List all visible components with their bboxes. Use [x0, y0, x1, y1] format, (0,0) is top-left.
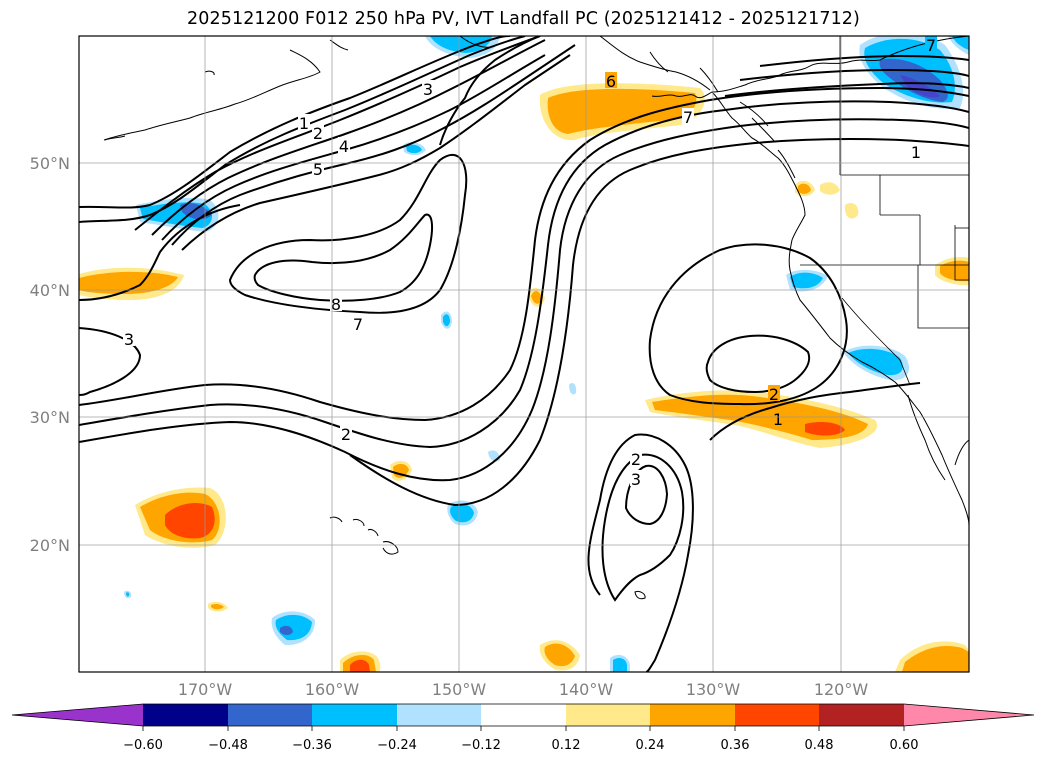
contour-label-4: 4 — [339, 137, 349, 156]
contour-label-7b: 7 — [353, 315, 363, 334]
contour-label-7c: 7 — [926, 36, 936, 55]
contour-label-2d: 2 — [631, 450, 641, 469]
colorbar-tick: −0.48 — [208, 738, 248, 753]
pc-shading — [79, 36, 969, 672]
colorbar-bin — [481, 704, 566, 726]
pv-contours — [79, 36, 969, 672]
colorbar-tick: −0.24 — [377, 738, 417, 753]
contour-label-1a: 1 — [299, 114, 309, 133]
lon-label-160w: 160°W — [305, 680, 360, 699]
contour-label-6: 6 — [606, 72, 616, 91]
borders — [800, 36, 969, 386]
lat-label-30n: 30°N — [30, 408, 70, 427]
lon-label-170w: 170°W — [178, 680, 233, 699]
lat-label-40n: 40°N — [30, 281, 70, 300]
coastlines — [103, 36, 969, 600]
lon-label-120w: 120°W — [814, 680, 869, 699]
contour-label-2b: 2 — [341, 425, 351, 444]
colorbar-bin — [650, 704, 735, 726]
colorbar-tick: 0.24 — [636, 738, 665, 753]
colorbar-tick: 0.36 — [721, 738, 750, 753]
map-title: 2025121200 F012 250 hPa PV, IVT Landfall… — [187, 9, 860, 29]
colorbar-extend-high — [904, 704, 1034, 726]
contour-label-8: 8 — [331, 295, 341, 314]
lon-label-150w: 150°W — [432, 680, 487, 699]
positive-shading — [79, 83, 969, 672]
contour-label-1c: 1 — [911, 143, 921, 162]
colorbar-bin — [397, 704, 481, 726]
colorbar-bin — [566, 704, 650, 726]
map-frame — [78, 35, 970, 673]
colorbar-tick: −0.12 — [461, 738, 501, 753]
contour-label-2a: 2 — [313, 124, 323, 143]
contour-label-3b: 3 — [124, 330, 134, 349]
gridlines — [79, 36, 969, 672]
colorbar-tick: −0.60 — [123, 738, 163, 753]
colorbar-tick: 0.60 — [890, 738, 919, 753]
colorbar: −0.60 −0.48 −0.36 −0.24 −0.12 0.12 0.24 … — [11, 703, 1035, 753]
colorbar-tick: 0.12 — [552, 738, 581, 753]
colorbar-bin — [228, 704, 312, 726]
contour-label-5: 5 — [313, 160, 323, 179]
contour-label-2c: 2 — [769, 385, 779, 404]
longitude-labels: 170°W 160°W 150°W 140°W 130°W 120°W — [178, 680, 869, 699]
latitude-labels: 50°N 40°N 30°N 20°N — [30, 154, 70, 555]
lat-label-20n: 20°N — [30, 536, 70, 555]
contour-label-3a: 3 — [423, 80, 433, 99]
contour-label-3c: 3 — [631, 470, 641, 489]
colorbar-tick: 0.48 — [805, 738, 834, 753]
negative-shading — [124, 36, 969, 672]
colorbar-tick: −0.36 — [292, 738, 332, 753]
colorbar-bin — [735, 704, 819, 726]
lon-label-130w: 130°W — [686, 680, 741, 699]
contour-label-1b: 1 — [773, 410, 783, 429]
colorbar-extend-low — [12, 704, 143, 726]
colorbar-bin — [143, 704, 228, 726]
colorbar-bin — [312, 704, 397, 726]
lon-label-140w: 140°W — [559, 680, 614, 699]
contour-labels: 1 2 3 4 5 6 7 8 7 3 2 2 1 2 3 1 7 — [123, 36, 937, 489]
lat-label-50n: 50°N — [30, 154, 70, 173]
colorbar-bin — [819, 704, 904, 726]
contour-label-7a: 7 — [683, 108, 693, 127]
